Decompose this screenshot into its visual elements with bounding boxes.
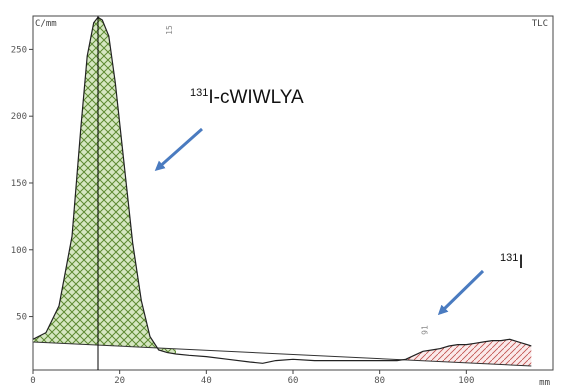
peptide-peak-area — [33, 17, 176, 355]
annotation-iodide: 131I — [500, 252, 524, 273]
y-tick-label-100: 100 — [11, 246, 27, 256]
y-tick-label-250: 250 — [11, 45, 27, 55]
annotation-iodide-sup: 131 — [500, 252, 518, 264]
x-tick-label-100: 100 — [458, 376, 474, 386]
y-tick-label-200: 200 — [11, 112, 27, 122]
annotation-peptide-text: I-cWIWLYA — [208, 87, 304, 108]
corner-label: TLC — [532, 19, 548, 29]
y-tick-label-50: 50 — [16, 313, 27, 323]
x-tick-label-0: 0 — [30, 376, 35, 386]
x-tick-label-80: 80 — [374, 376, 385, 386]
peak-marker-91: 91 — [420, 325, 429, 335]
radio-trace — [32, 16, 532, 364]
x-tick-label-20: 20 — [114, 376, 125, 386]
y-tick-label-150: 150 — [11, 179, 27, 189]
arrow-iodide — [437, 269, 485, 316]
annotation-iodide-text: I — [518, 252, 523, 273]
arrow-peptide — [154, 127, 203, 171]
y-axis-ticks: 50 100 150 200 250 — [11, 45, 33, 323]
annotation-peptide-sup: 131 — [190, 87, 208, 99]
peak-marker-15: 15 — [165, 25, 174, 35]
y-unit-label: C/mm — [35, 19, 57, 29]
x-unit-label: mm — [539, 378, 550, 387]
x-axis-ticks: 0 20 40 60 80 100 — [30, 370, 474, 386]
baseline — [32, 341, 532, 367]
x-tick-label-60: 60 — [288, 376, 299, 386]
shaded-regions — [33, 17, 532, 366]
annotation-peptide: 131I-cWIWLYA — [190, 87, 304, 108]
x-tick-label-40: 40 — [201, 376, 212, 386]
iodide-peak-area — [397, 339, 532, 366]
